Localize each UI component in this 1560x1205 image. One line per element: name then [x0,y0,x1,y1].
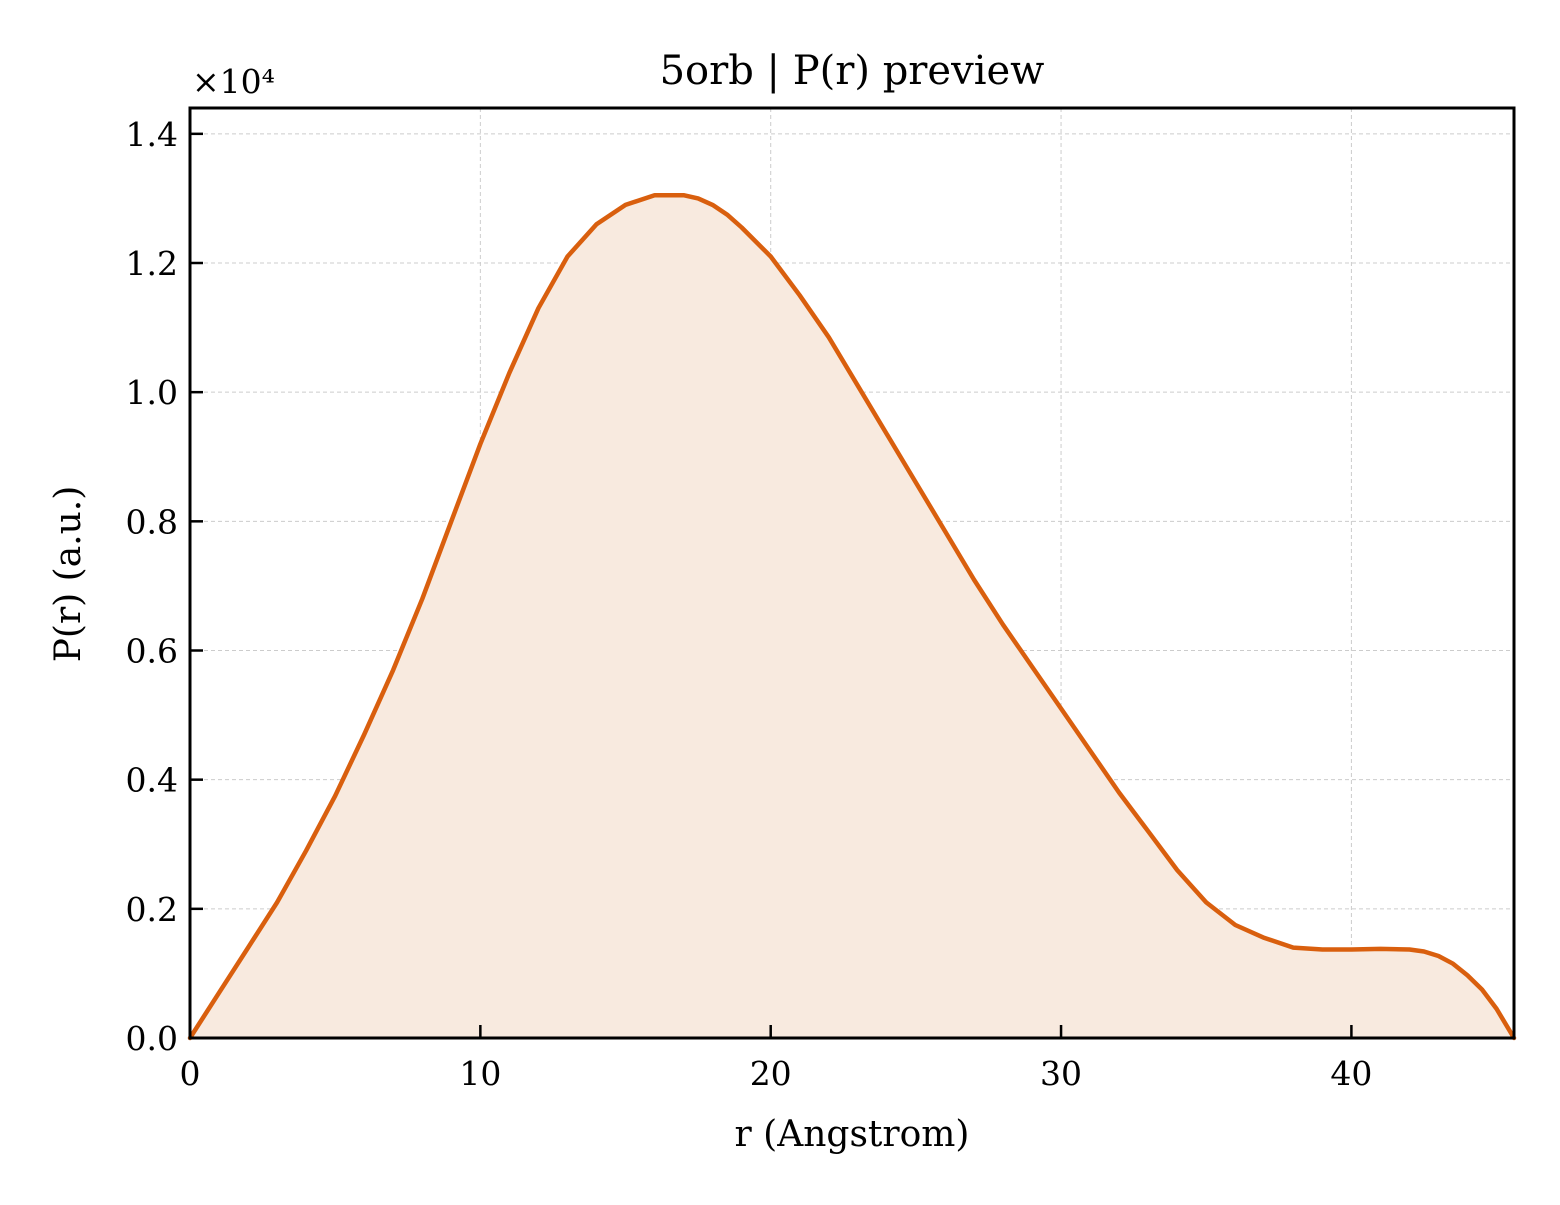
series-line [187,192,1517,1041]
y-axis-ticks: 0.0 0.2 0.4 0.6 0.8 1.0 1.2 1.4 [126,115,203,1058]
x-tick-label: 0 [180,1054,201,1093]
plot-frame [188,106,1516,1040]
y-axis-multiplier: ×10⁴ [192,62,275,101]
y-tick-label: 0.8 [126,502,178,541]
y-tick-label: 0.4 [126,761,178,800]
x-tick-label: 40 [1330,1054,1372,1093]
y-axis-label: P(r) (a.u.) [48,486,89,663]
x-tick-label: 20 [750,1054,792,1093]
y-tick-label: 1.2 [126,244,178,283]
x-axis-label: r (Angstrom) [735,1114,970,1155]
y-tick-label: 1.4 [126,115,178,154]
y-tick-label: 0.0 [126,1019,178,1058]
chart-title: 5orb | P(r) preview [660,48,1045,94]
y-tick-label: 0.2 [126,890,178,929]
y-tick-label: 0.6 [126,632,178,671]
area-fill [190,195,1514,1038]
x-axis-ticks: 0 10 20 30 40 [180,1025,1372,1093]
y-tick-label: 1.0 [126,373,178,412]
x-tick-label: 30 [1040,1054,1082,1093]
x-tick-label: 10 [459,1054,501,1093]
